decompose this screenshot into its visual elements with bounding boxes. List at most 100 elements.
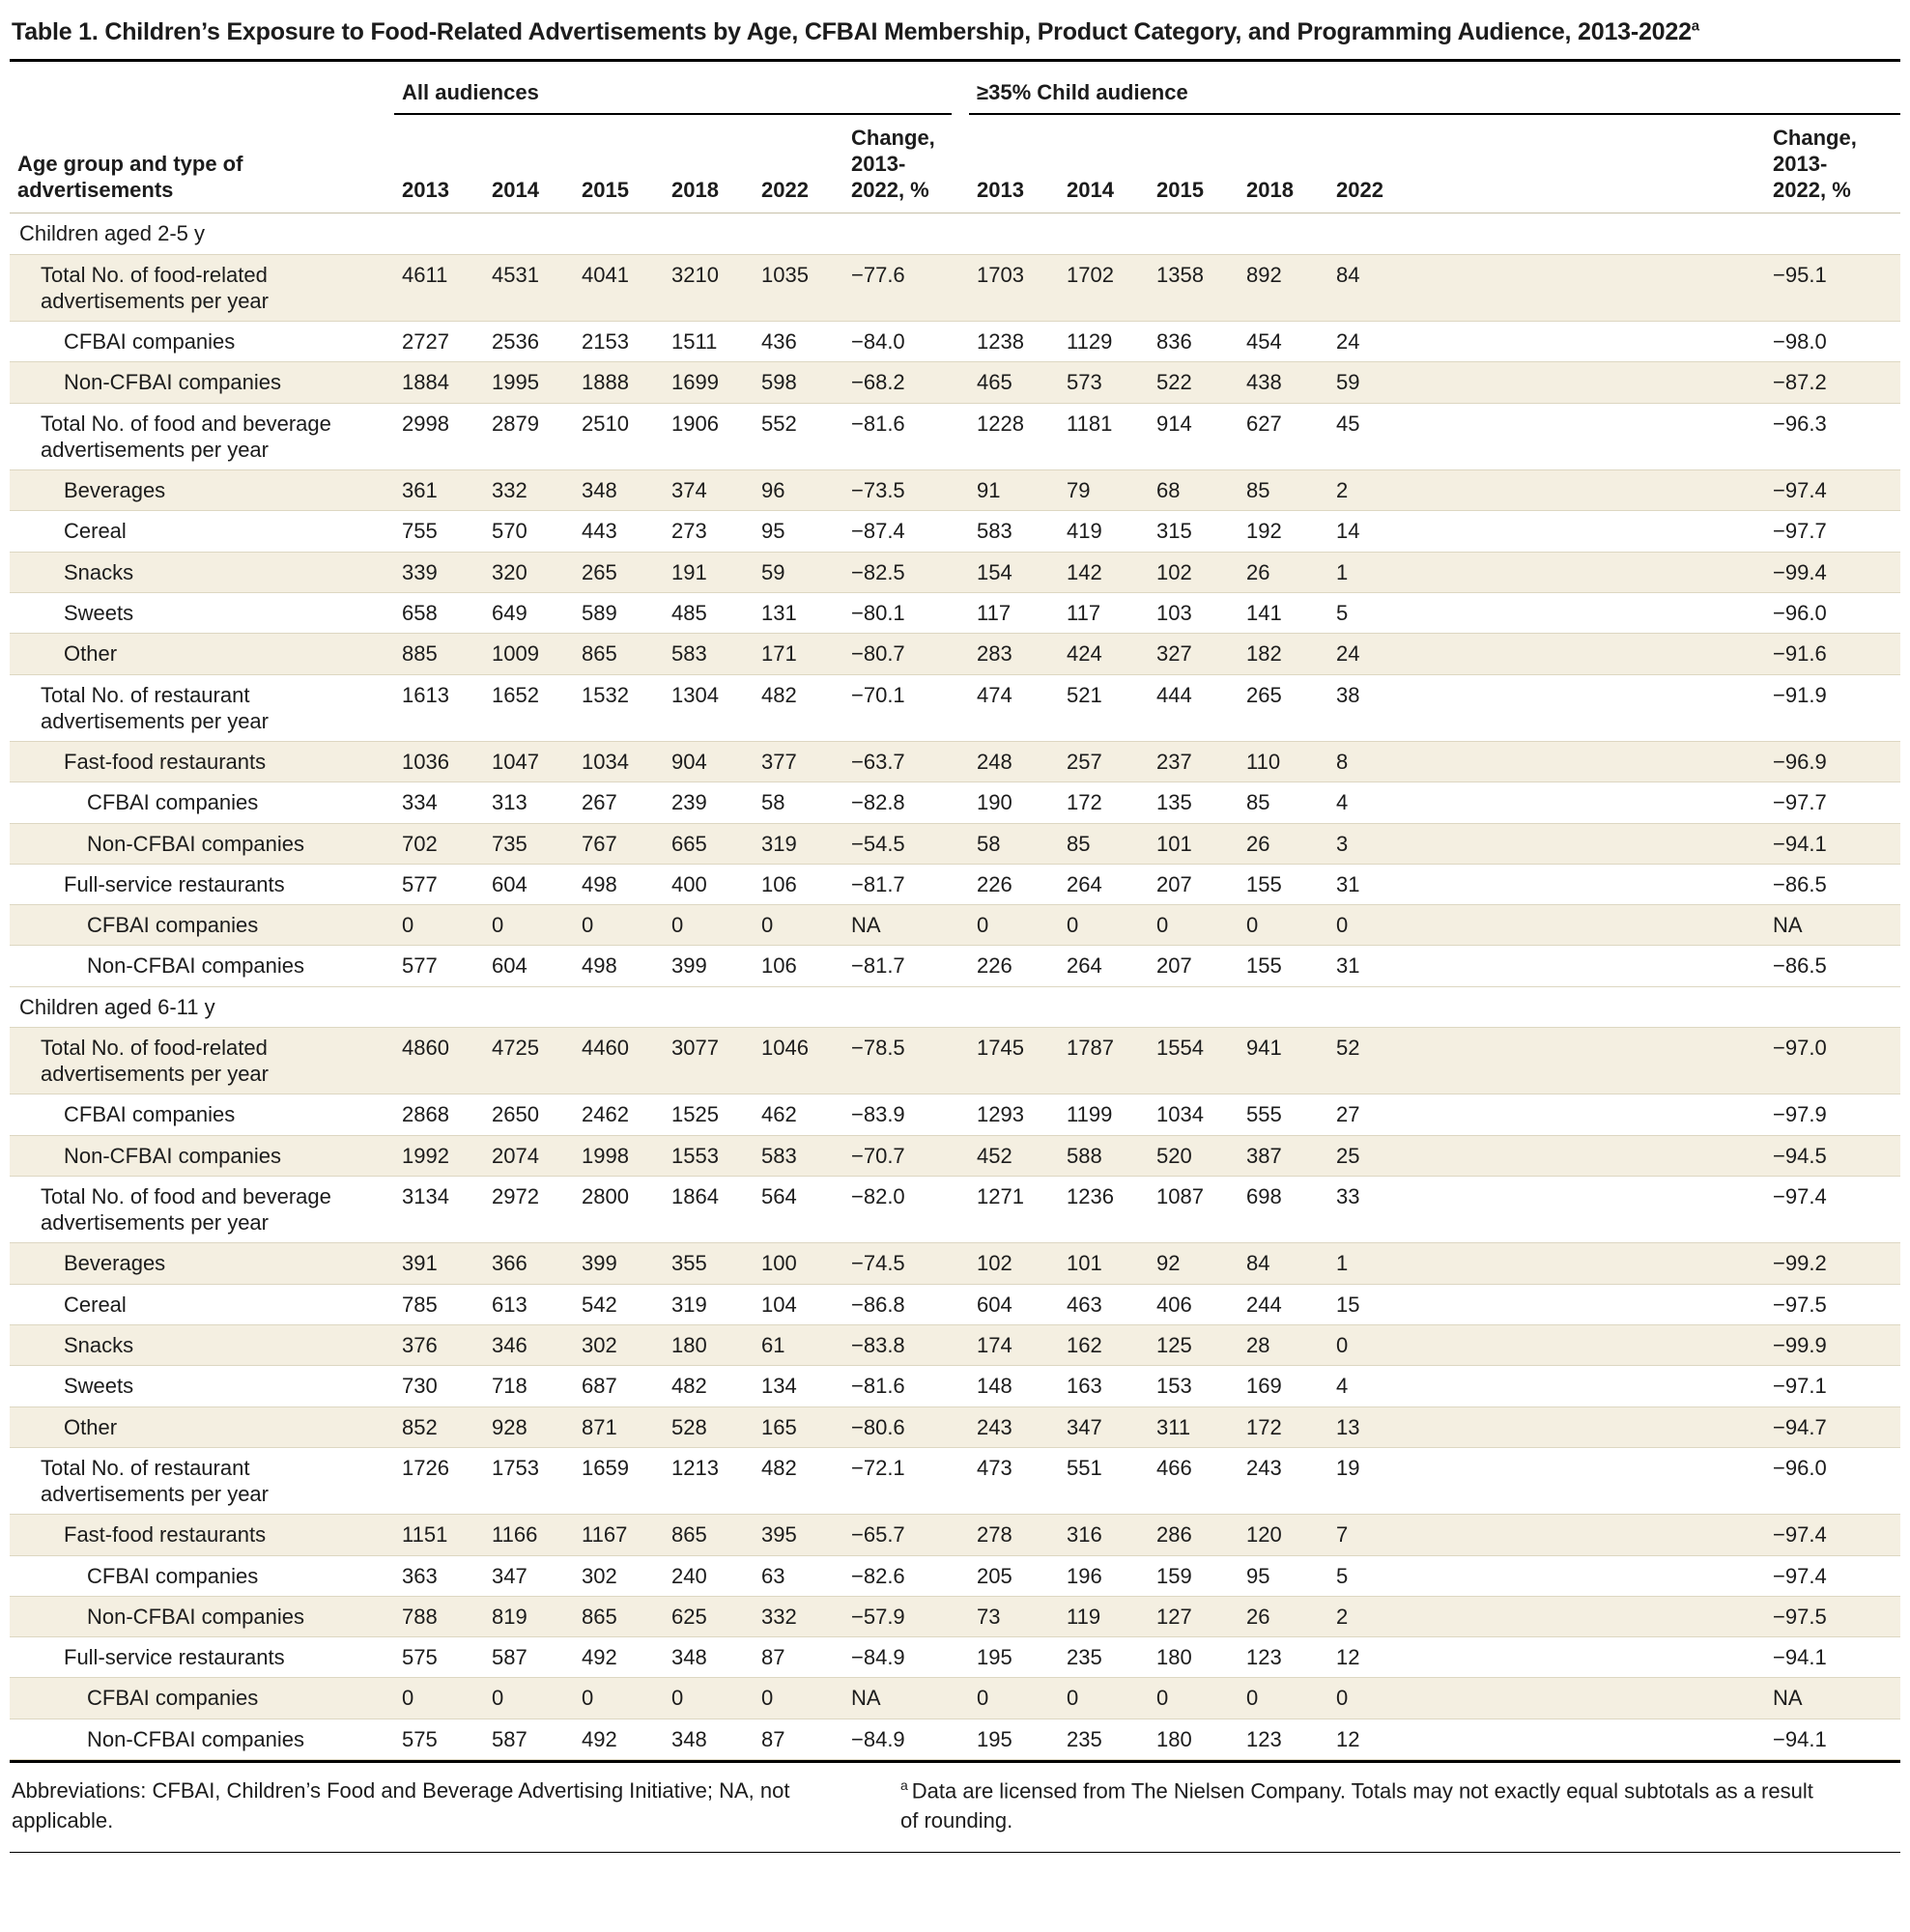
- value-cell: 575: [394, 1636, 484, 1679]
- value-cell: 658: [394, 592, 484, 635]
- value-cell: 1511: [664, 321, 754, 363]
- table-bottom-rule: [10, 1759, 1900, 1763]
- row-label: Fast-food restaurants: [10, 1514, 394, 1556]
- section-header-row: Children aged 6-11 y: [10, 986, 1901, 1028]
- value-cell: 1554: [1149, 1027, 1240, 1095]
- column-spacer: [952, 904, 970, 947]
- column-spacer: [952, 1284, 970, 1326]
- value-cell: −94.1: [1765, 823, 1901, 865]
- value-cell: 316: [1059, 1514, 1150, 1556]
- year-column-header: 2013: [969, 113, 1060, 214]
- value-cell: −97.5: [1765, 1284, 1901, 1326]
- value-cell: 885: [394, 633, 484, 675]
- value-cell: 257: [1059, 741, 1150, 783]
- value-cell: 0: [1239, 1677, 1329, 1719]
- value-cell: 522: [1149, 361, 1240, 404]
- value-cell: 59: [754, 552, 843, 593]
- value-cell: 4860: [394, 1027, 484, 1095]
- table-row: Cereal 785 613 542 319 104 −86.8 604 463 406 244 15…: [10, 1284, 1901, 1326]
- value-cell: 68: [1149, 469, 1240, 512]
- table-row: Beverages 391 366 399 355 100 −74.5 102 101 92 84 1…: [10, 1242, 1901, 1285]
- value-cell: 172: [1059, 781, 1150, 824]
- year-column-header: 2022: [1328, 113, 1766, 214]
- value-cell: −81.7: [843, 864, 953, 906]
- value-cell: 1613: [394, 674, 484, 743]
- column-spacer: [952, 1242, 970, 1285]
- value-cell: −97.1: [1765, 1365, 1901, 1407]
- table-row: Total No. of restaurant advertisements p…: [10, 1447, 1901, 1516]
- year-column-header: 2022: [754, 113, 843, 214]
- exposure-table: Age group and type of advertisements All …: [10, 62, 1901, 1760]
- value-cell: 0: [394, 1677, 484, 1719]
- value-cell: −96.3: [1765, 403, 1901, 471]
- value-cell: −91.6: [1765, 633, 1901, 675]
- row-label: Non-CFBAI companies: [10, 945, 394, 987]
- value-cell: 0: [574, 904, 664, 947]
- row-label: CFBAI companies: [10, 321, 394, 363]
- column-spacer: [952, 674, 970, 743]
- value-cell: 180: [1149, 1719, 1240, 1760]
- value-cell: −87.4: [843, 510, 953, 553]
- value-cell: 24: [1328, 633, 1766, 675]
- table-row: Total No. of food and beverage advertise…: [10, 1176, 1901, 1244]
- value-cell: 1888: [574, 361, 664, 404]
- value-cell: 0: [664, 904, 754, 947]
- value-cell: 332: [484, 469, 574, 512]
- value-cell: 125: [1149, 1324, 1240, 1367]
- value-cell: 313: [484, 781, 574, 824]
- year-column-header: 2013: [394, 113, 484, 214]
- value-cell: 73: [969, 1596, 1060, 1638]
- value-cell: 377: [754, 741, 843, 783]
- value-cell: 87: [754, 1719, 843, 1760]
- value-cell: 15: [1328, 1284, 1766, 1326]
- value-cell: 332: [754, 1596, 843, 1638]
- value-cell: 376: [394, 1324, 484, 1367]
- value-cell: 1034: [1149, 1094, 1240, 1136]
- value-cell: 339: [394, 552, 484, 593]
- value-cell: 180: [664, 1324, 754, 1367]
- value-cell: 718: [484, 1365, 574, 1407]
- value-cell: 348: [574, 469, 664, 512]
- value-cell: 84: [1328, 254, 1766, 323]
- value-cell: 31: [1328, 864, 1766, 906]
- value-cell: 239: [664, 781, 754, 824]
- value-cell: 604: [969, 1284, 1060, 1326]
- column-spacer: [952, 1027, 970, 1095]
- table-row: Full-service restaurants 575 587 492 348 87 −8…: [10, 1636, 1901, 1679]
- value-cell: 627: [1239, 403, 1329, 471]
- column-spacer: [952, 1447, 970, 1516]
- value-cell: 14: [1328, 510, 1766, 553]
- value-cell: 100: [754, 1242, 843, 1285]
- value-cell: 1166: [484, 1514, 574, 1556]
- row-label: Fast-food restaurants: [10, 741, 394, 783]
- value-cell: 12: [1328, 1636, 1766, 1679]
- value-cell: 687: [574, 1365, 664, 1407]
- value-cell: 454: [1239, 321, 1329, 363]
- value-cell: 1213: [664, 1447, 754, 1516]
- row-label: Cereal: [10, 1284, 394, 1326]
- table-footnotes: Abbreviations: CFBAI, Children’s Food an…: [10, 1763, 1900, 1852]
- value-cell: 172: [1239, 1406, 1329, 1448]
- value-cell: NA: [843, 1677, 953, 1719]
- value-cell: 355: [664, 1242, 754, 1285]
- value-cell: 1703: [969, 254, 1060, 323]
- value-cell: 348: [664, 1636, 754, 1679]
- value-cell: 0: [394, 904, 484, 947]
- value-cell: 226: [969, 945, 1060, 987]
- value-cell: 4041: [574, 254, 664, 323]
- value-cell: 1228: [969, 403, 1060, 471]
- value-cell: 625: [664, 1596, 754, 1638]
- value-cell: 4: [1328, 781, 1766, 824]
- value-cell: 142: [1059, 552, 1150, 593]
- value-cell: 2727: [394, 321, 484, 363]
- column-spacer: [952, 1365, 970, 1407]
- value-cell: 1046: [754, 1027, 843, 1095]
- value-cell: 836: [1149, 321, 1240, 363]
- row-label: Full-service restaurants: [10, 864, 394, 906]
- value-cell: −78.5: [843, 1027, 953, 1095]
- table-row: Full-service restaurants 577 604 498 400 106−…: [10, 864, 1901, 906]
- value-cell: 192: [1239, 510, 1329, 553]
- value-cell: 0: [574, 1677, 664, 1719]
- table-footer-rule: [10, 1851, 1900, 1853]
- value-cell: 0: [484, 904, 574, 947]
